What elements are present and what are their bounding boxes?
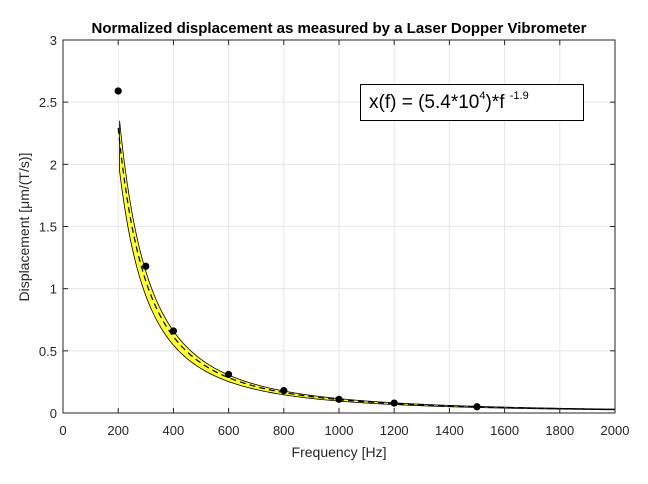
equation-exponent-1: 4 [479, 89, 486, 102]
fit-curve [117, 127, 616, 411]
data-point [473, 403, 481, 411]
x-tick-label: 1600 [490, 423, 519, 438]
y-tick-label: 1 [50, 282, 57, 297]
x-tick-label: 800 [273, 423, 295, 438]
data-point [114, 87, 122, 95]
x-tick-label: 1400 [435, 423, 464, 438]
x-tick-label: 1800 [545, 423, 574, 438]
x-tick-label: 1200 [380, 423, 409, 438]
x-tick-label: 0 [59, 423, 66, 438]
data-point [280, 387, 288, 395]
y-tick-label: 0.5 [39, 344, 57, 359]
y-tick-label: 3 [50, 33, 57, 48]
x-tick-labels: 0 200 400 600 800 1000 1200 1400 1600 1800 2000 [59, 423, 629, 438]
axes [62, 39, 616, 414]
data-point [225, 370, 233, 379]
x-tick-label: 400 [163, 423, 185, 438]
chart-title: Normalized displacement as measured by a… [92, 20, 587, 37]
equation-annotation: x(f) = (5.4*104)*f -1.9 [360, 84, 584, 121]
x-axis-label: Frequency [Hz] [292, 444, 387, 460]
y-tick-label: 0 [50, 406, 57, 421]
points-layer [114, 87, 481, 411]
x-tick-label: 1000 [325, 423, 354, 438]
data-point [142, 262, 150, 270]
x-tick-label: 2000 [601, 423, 630, 438]
equation-prefix: x(f) = (5.4*10 [369, 92, 480, 113]
y-tick-label: 2 [50, 157, 57, 172]
data-point [169, 327, 177, 335]
y-axis-label: Displacement [μm/(T/s)] [16, 153, 32, 302]
y-tick-labels: 0 0.5 1 1.5 2 2.5 3 [39, 33, 57, 421]
y-tick-label: 1.5 [39, 220, 57, 235]
y-tick-label: 2.5 [39, 95, 57, 110]
x-tick-label: 200 [107, 423, 129, 438]
fit-layer [117, 127, 616, 411]
axes-box [62, 39, 616, 414]
data-point [335, 395, 343, 403]
x-tick-label: 600 [218, 423, 240, 438]
data-point [390, 399, 398, 407]
equation-middle: )*f [485, 92, 510, 113]
equation-exponent-2: -1.9 [509, 89, 529, 102]
